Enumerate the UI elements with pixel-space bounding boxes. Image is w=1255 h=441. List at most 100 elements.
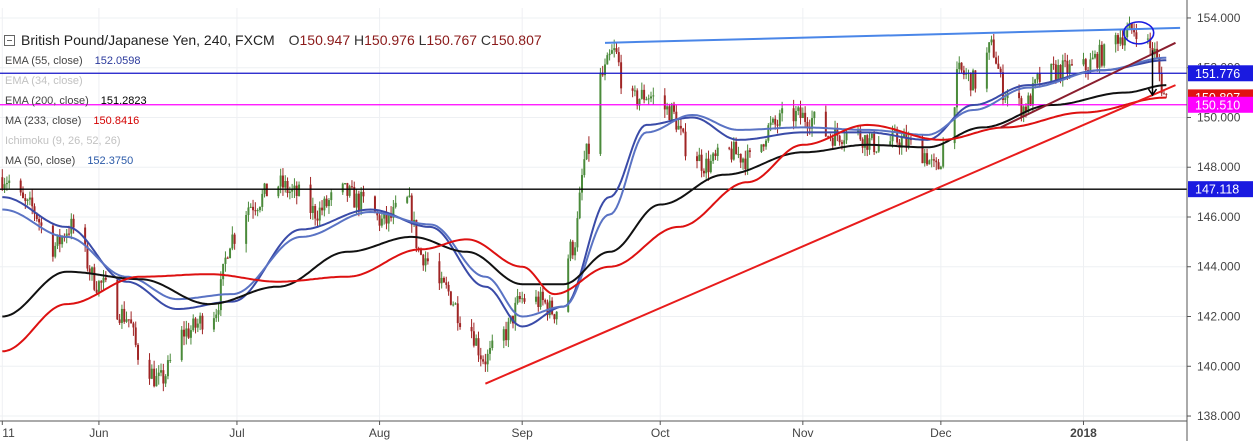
candle-body bbox=[91, 267, 94, 274]
candle-body bbox=[997, 63, 1000, 69]
candle-body bbox=[521, 298, 524, 300]
candle-body bbox=[1001, 72, 1004, 101]
candle-body bbox=[537, 296, 540, 307]
candle-body bbox=[762, 144, 765, 147]
indicator-ma50[interactable]: MA (50, close) 152.3750 bbox=[5, 154, 133, 168]
candle-body bbox=[486, 353, 489, 365]
candle-body bbox=[548, 300, 551, 316]
candle-body bbox=[134, 327, 137, 345]
candle-body bbox=[1059, 65, 1062, 80]
candle-body bbox=[806, 121, 809, 128]
candle-body bbox=[962, 70, 965, 75]
candle-body bbox=[891, 131, 894, 142]
candle-body bbox=[160, 370, 163, 373]
candle-body bbox=[633, 90, 636, 92]
candle-body bbox=[1020, 98, 1023, 117]
candle-body bbox=[797, 107, 800, 111]
candle-body bbox=[459, 323, 462, 327]
candle-body bbox=[318, 207, 321, 221]
candle-body bbox=[969, 72, 972, 91]
candle-body bbox=[870, 133, 873, 139]
candle-body bbox=[643, 89, 646, 100]
indicator-ichimoku[interactable]: Ichimoku (9, 26, 52, 26) bbox=[5, 134, 121, 148]
price-tag bbox=[1188, 65, 1253, 82]
indicator-ma233[interactable]: MA (233, close) 150.8416 bbox=[5, 114, 139, 128]
candle-body bbox=[54, 245, 57, 257]
candle-body bbox=[344, 183, 347, 185]
candle-body bbox=[355, 193, 358, 208]
candle-body bbox=[31, 197, 34, 207]
price-tag bbox=[1188, 96, 1253, 113]
candle-body bbox=[760, 144, 763, 152]
candle-body bbox=[937, 162, 940, 170]
candle-body bbox=[127, 319, 130, 321]
candle-body bbox=[1100, 44, 1103, 66]
x-tick-label: 2018 bbox=[1070, 426, 1097, 440]
candle-body bbox=[1054, 64, 1057, 80]
candle-body bbox=[187, 328, 190, 338]
indicator-value: 150.8416 bbox=[93, 115, 140, 127]
candle-body bbox=[636, 90, 639, 106]
candle-body bbox=[102, 277, 105, 283]
candle-body bbox=[1057, 65, 1060, 80]
close-label: C bbox=[480, 32, 492, 48]
candle-body bbox=[601, 72, 604, 76]
candle-body bbox=[677, 125, 680, 130]
candle-body bbox=[1018, 92, 1021, 99]
candle-body bbox=[491, 340, 494, 348]
candle-body bbox=[185, 328, 188, 337]
candle-body bbox=[801, 112, 804, 119]
candle-body bbox=[247, 207, 250, 216]
candle-body bbox=[426, 258, 429, 262]
candle-body bbox=[376, 212, 379, 216]
candle-body bbox=[845, 131, 848, 141]
symbol-title: British Pound/Japanese Yen, 240, FXCM O1… bbox=[4, 31, 542, 49]
collapse-legend-icon[interactable] bbox=[4, 35, 15, 46]
candle-body bbox=[353, 187, 356, 208]
y-tick-label: 144.000 bbox=[1197, 260, 1241, 274]
candle-body bbox=[608, 53, 611, 56]
candle-body bbox=[452, 304, 455, 306]
candle-body bbox=[827, 136, 830, 138]
candle-body bbox=[1146, 38, 1149, 40]
candle-body bbox=[194, 318, 197, 328]
candle-body bbox=[1153, 48, 1156, 55]
highlight-ellipse bbox=[1122, 21, 1155, 45]
candle-body bbox=[1, 177, 4, 189]
candle-body bbox=[295, 185, 298, 196]
indicator-label: MA (233, close) bbox=[5, 115, 82, 127]
candle-body bbox=[505, 329, 508, 341]
candle-body bbox=[932, 159, 935, 161]
candle-body bbox=[449, 291, 452, 305]
candle-body bbox=[277, 186, 280, 197]
candle-body bbox=[150, 368, 153, 379]
candle-body bbox=[1089, 59, 1092, 73]
candle-body bbox=[700, 154, 703, 171]
candle-body bbox=[97, 281, 100, 293]
candle-body bbox=[118, 319, 121, 323]
y-tick-label: 140.000 bbox=[1197, 359, 1241, 373]
candle-body bbox=[877, 144, 880, 152]
candle-body bbox=[120, 308, 123, 323]
candle-body bbox=[1031, 83, 1034, 106]
candle-body bbox=[569, 241, 572, 259]
candle-body bbox=[157, 372, 160, 377]
candle-body bbox=[534, 296, 537, 302]
indicator-line bbox=[2, 59, 1167, 328]
candle-body bbox=[415, 219, 418, 249]
indicator-ema34[interactable]: EMA (34, close) bbox=[5, 74, 83, 88]
indicator-ema55[interactable]: EMA (55, close) 152.0598 bbox=[5, 54, 141, 68]
indicator-ema200[interactable]: EMA (200, close) 151.2823 bbox=[5, 94, 147, 108]
candle-body bbox=[502, 329, 505, 341]
candle-body bbox=[125, 319, 128, 322]
candle-body bbox=[735, 141, 738, 155]
price-tag bbox=[1188, 181, 1253, 198]
candle-body bbox=[132, 323, 135, 328]
candle-body bbox=[859, 129, 862, 140]
candle-body bbox=[1024, 106, 1027, 113]
candle-body bbox=[866, 135, 869, 150]
candle-body bbox=[1027, 95, 1030, 113]
candle-body bbox=[86, 245, 89, 269]
candle-body bbox=[898, 142, 901, 148]
